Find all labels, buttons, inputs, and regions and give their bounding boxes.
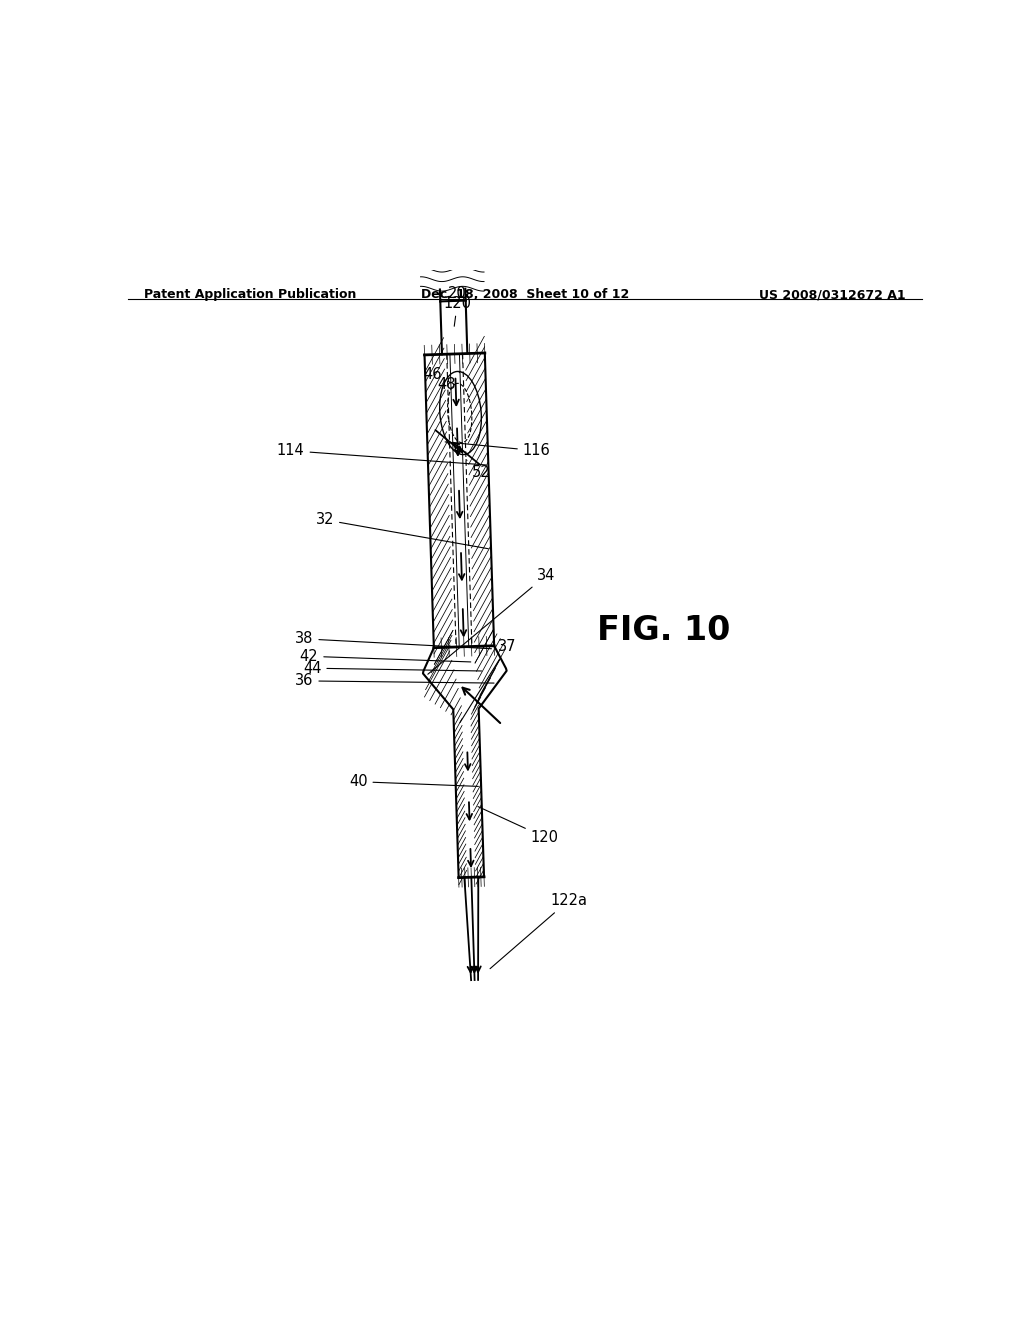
Text: US 2008/0312672 A1: US 2008/0312672 A1 xyxy=(759,288,905,301)
Text: 116: 116 xyxy=(445,442,551,458)
Text: 52: 52 xyxy=(466,459,490,479)
Text: 120: 120 xyxy=(478,807,559,845)
Text: Dec. 18, 2008  Sheet 10 of 12: Dec. 18, 2008 Sheet 10 of 12 xyxy=(421,288,629,301)
Text: 42: 42 xyxy=(300,649,471,664)
Text: 114: 114 xyxy=(276,444,485,465)
Text: 38: 38 xyxy=(295,631,492,648)
Text: 44: 44 xyxy=(303,661,481,676)
Text: 40: 40 xyxy=(349,774,478,789)
Text: 120: 120 xyxy=(443,296,471,326)
Text: 32: 32 xyxy=(315,512,488,549)
Text: 20: 20 xyxy=(447,286,467,301)
Text: 48: 48 xyxy=(437,372,460,392)
Text: 37: 37 xyxy=(460,639,516,722)
Text: 122a: 122a xyxy=(490,894,587,969)
Text: 46: 46 xyxy=(424,367,449,381)
Text: Patent Application Publication: Patent Application Publication xyxy=(143,288,356,301)
Text: 34: 34 xyxy=(428,568,555,675)
Text: FIG. 10: FIG. 10 xyxy=(597,614,730,647)
Text: 36: 36 xyxy=(295,673,494,689)
